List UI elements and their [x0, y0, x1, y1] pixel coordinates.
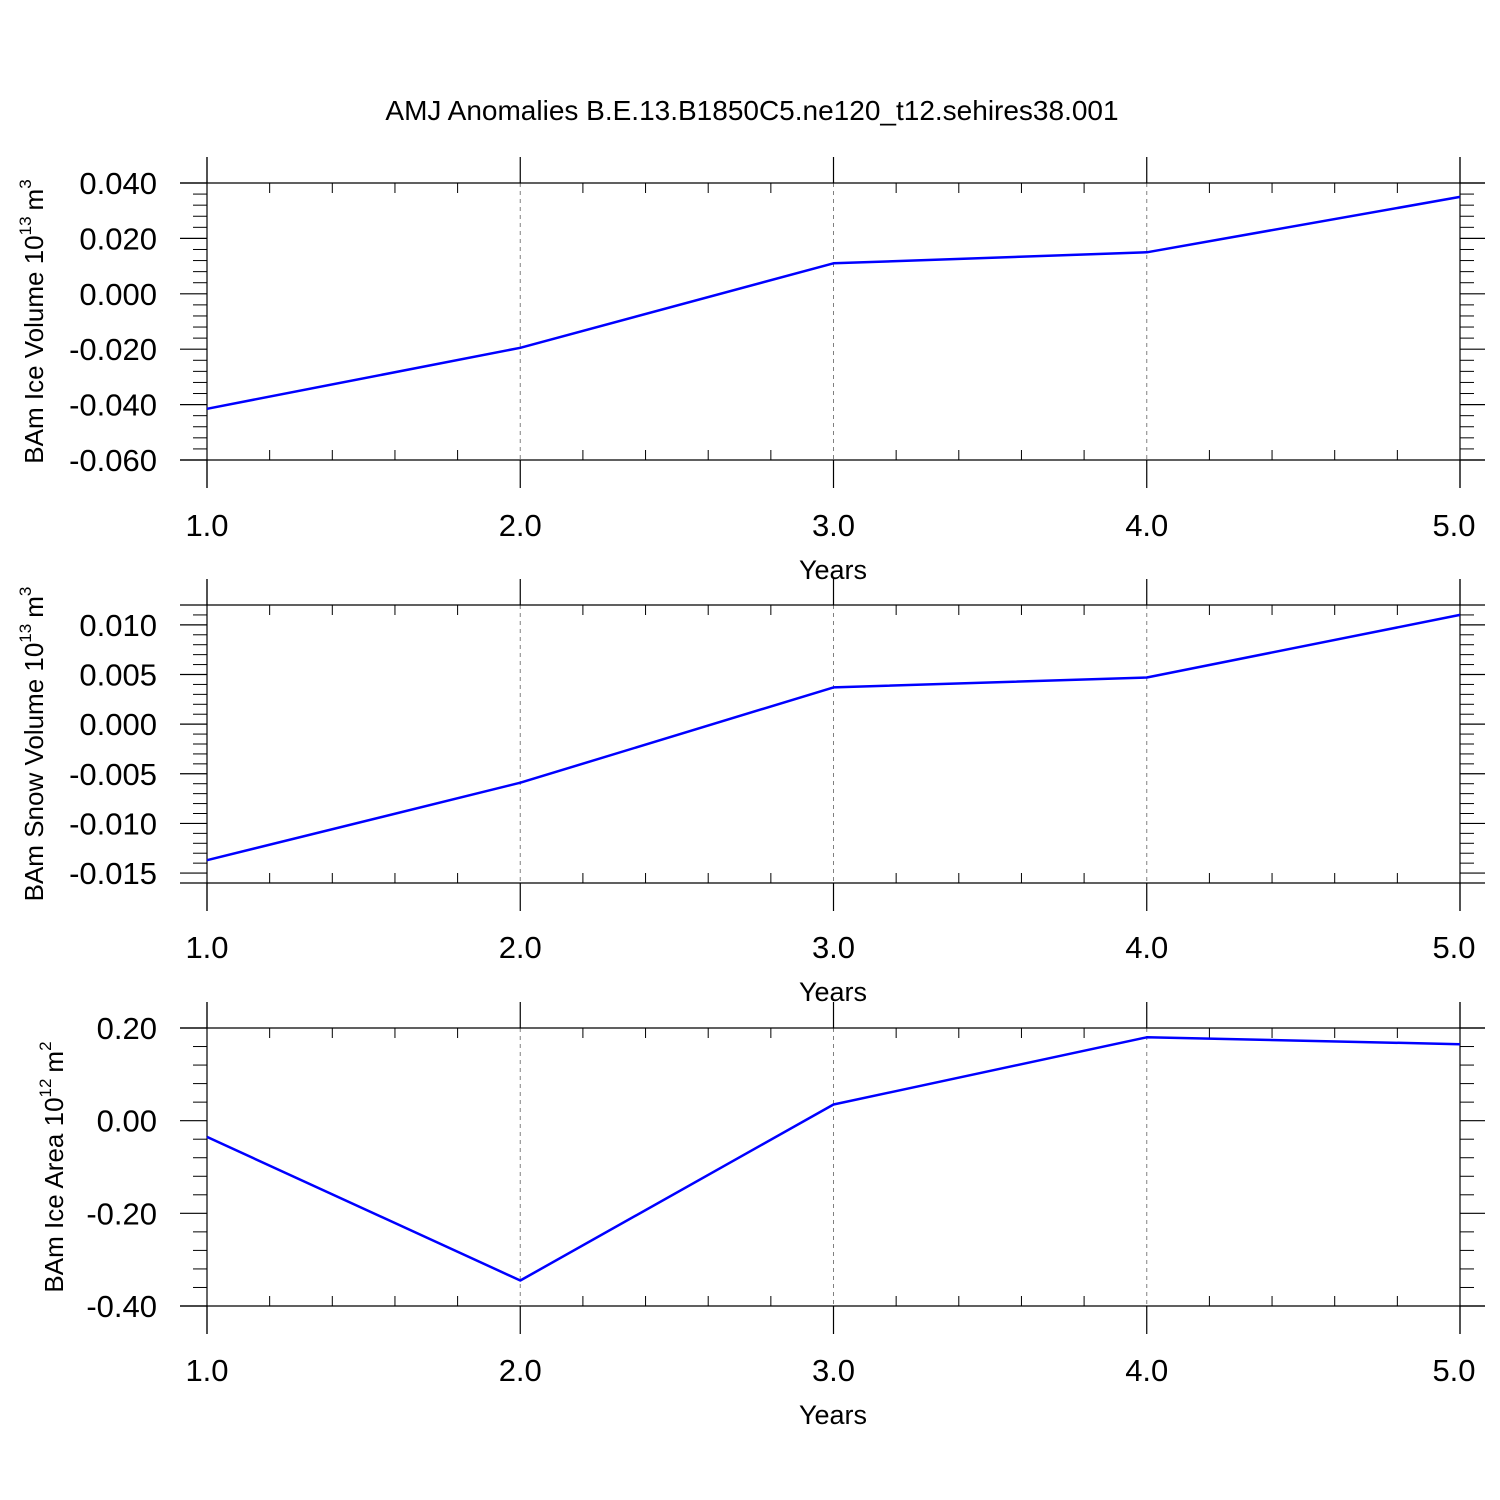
y-axis-label-unit: m — [39, 1051, 69, 1073]
x-axis-label: Years — [799, 1400, 867, 1430]
x-tick-label: 5.0 — [1432, 508, 1475, 543]
y-tick-label: -0.40 — [86, 1289, 157, 1324]
y-tick-label: -0.010 — [69, 806, 157, 841]
chart-title: AMJ Anomalies B.E.13.B1850C5.ne120_t12.s… — [385, 95, 1118, 126]
x-tick-label: 5.0 — [1432, 1353, 1475, 1388]
y-axis-label-exponent: 13 — [16, 624, 35, 643]
y-tick-label: -0.060 — [69, 443, 157, 478]
y-tick-label: 0.010 — [79, 608, 157, 643]
y-axis-label: BAm Snow Volume 1013 m3 — [16, 587, 49, 902]
y-tick-label: -0.020 — [69, 332, 157, 367]
y-axis-label-unit: m — [19, 596, 49, 618]
y-axis-label-unit-exponent: 3 — [16, 179, 35, 188]
panel-2: -0.015 -0.010 -0.005 0.000 0.005 0.010 1.0 2.0 3… — [16, 579, 1485, 1007]
x-tick-label: 5.0 — [1432, 930, 1475, 965]
y-tick-label: 0.00 — [97, 1104, 157, 1139]
y-tick-label: -0.040 — [69, 388, 157, 423]
y-axis-label-main: BAm Snow Volume 10 — [19, 643, 49, 902]
series-line — [206, 1036, 1461, 1282]
y-axis-label-unit-exponent: 2 — [36, 1041, 55, 1050]
y-axis-label-main: BAm Ice Volume 10 — [19, 235, 49, 463]
y-tick-label: -0.015 — [69, 856, 157, 891]
y-tick-label: 0.000 — [79, 277, 157, 312]
x-tick-label: 3.0 — [812, 508, 855, 543]
y-axis-label: BAm Ice Area 1012 m2 — [36, 1041, 69, 1292]
y-tick-label: 0.20 — [97, 1011, 157, 1046]
x-tick-label: 4.0 — [1125, 930, 1168, 965]
panel-1: -0.060 -0.040 -0.020 0.000 0.020 0.040 1.0 2.0 3… — [16, 157, 1485, 585]
x-tick-label: 4.0 — [1125, 1353, 1168, 1388]
y-axis-label-unit: m — [19, 189, 49, 211]
x-tick-label: 3.0 — [812, 930, 855, 965]
x-tick-label: 1.0 — [185, 930, 228, 965]
y-axis-label-exponent: 13 — [16, 216, 35, 235]
y-tick-label: 0.000 — [79, 707, 157, 742]
y-tick-label: -0.005 — [69, 757, 157, 792]
y-axis-label-exponent: 12 — [36, 1079, 55, 1098]
y-tick-label: 0.020 — [79, 221, 157, 256]
y-tick-label: -0.20 — [86, 1196, 157, 1231]
y-axis-label-main: BAm Ice Area 10 — [39, 1097, 69, 1292]
y-axis-label: BAm Ice Volume 1013 m3 — [16, 179, 49, 463]
x-tick-label: 1.0 — [185, 508, 228, 543]
y-tick-label: 0.005 — [79, 658, 157, 693]
series-line — [206, 195, 1461, 411]
panel-3: -0.40 -0.20 0.00 0.20 1.0 2.0 3.0 4.0 5.0 Years BA… — [36, 1002, 1485, 1430]
x-tick-label: 4.0 — [1125, 508, 1168, 543]
y-tick-label: 0.040 — [79, 166, 157, 201]
x-tick-label: 2.0 — [499, 930, 542, 965]
x-tick-label: 3.0 — [812, 1353, 855, 1388]
x-tick-label: 2.0 — [499, 1353, 542, 1388]
x-tick-label: 1.0 — [185, 1353, 228, 1388]
x-tick-label: 2.0 — [499, 508, 542, 543]
y-axis-label-unit-exponent: 3 — [16, 587, 35, 596]
